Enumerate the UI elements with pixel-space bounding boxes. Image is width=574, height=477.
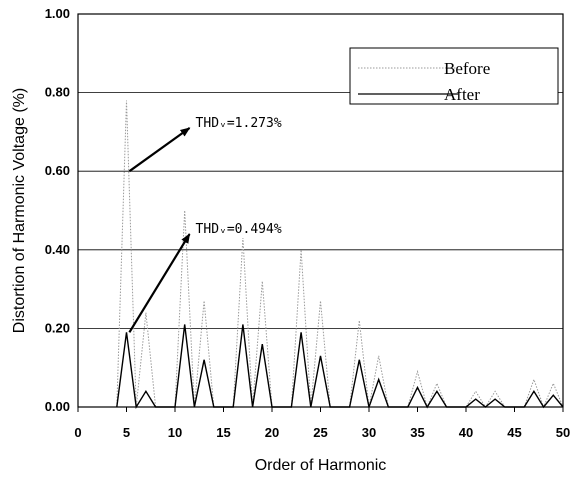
x-tick-label: 40	[459, 425, 473, 440]
annotation-arrow-after	[128, 233, 191, 333]
x-tick-label: 0	[74, 425, 81, 440]
y-tick-label: 0.40	[45, 242, 70, 257]
y-tick-label: 0.20	[45, 320, 70, 335]
annotation-arrow-before	[128, 127, 191, 173]
legend-label-before: Before	[444, 59, 490, 78]
x-axis-title: Order of Harmonic	[255, 457, 387, 474]
x-tick-label: 45	[507, 425, 521, 440]
x-tick-label: 50	[556, 425, 570, 440]
y-axis-title: Distortion of Harmonic Voltage (%)	[11, 88, 28, 333]
y-tick-label: 1.00	[45, 6, 70, 21]
y-tick-label: 0.80	[45, 85, 70, 100]
x-tick-label: 15	[216, 425, 230, 440]
series-line-before	[116, 100, 564, 409]
x-tick-label: 20	[265, 425, 279, 440]
x-tick-label: 5	[123, 425, 130, 440]
legend: Before After	[349, 47, 559, 105]
axis-ticks: 0.00 0.20 0.40 0.60 0.80 1.00 0 5 10 15 20 25 30 35 40…	[45, 6, 571, 440]
legend-box	[349, 47, 559, 105]
y-tick-label: 0.00	[45, 399, 70, 414]
annotation-thd-before: THDᵥ=1.273%	[196, 116, 282, 131]
gridlines	[78, 92, 563, 329]
y-tick-label: 0.60	[45, 163, 70, 178]
annotations: THDᵥ=1.273% THDᵥ=0.494%	[128, 116, 282, 333]
x-tick-label: 25	[313, 425, 327, 440]
x-tick-label: 30	[362, 425, 376, 440]
x-tick-label: 35	[410, 425, 424, 440]
series-line-after	[116, 324, 564, 410]
annotation-thd-after: THDᵥ=0.494%	[196, 222, 282, 237]
series-lines	[116, 100, 564, 410]
legend-label-after: After	[444, 85, 480, 104]
x-tick-label: 10	[168, 425, 182, 440]
